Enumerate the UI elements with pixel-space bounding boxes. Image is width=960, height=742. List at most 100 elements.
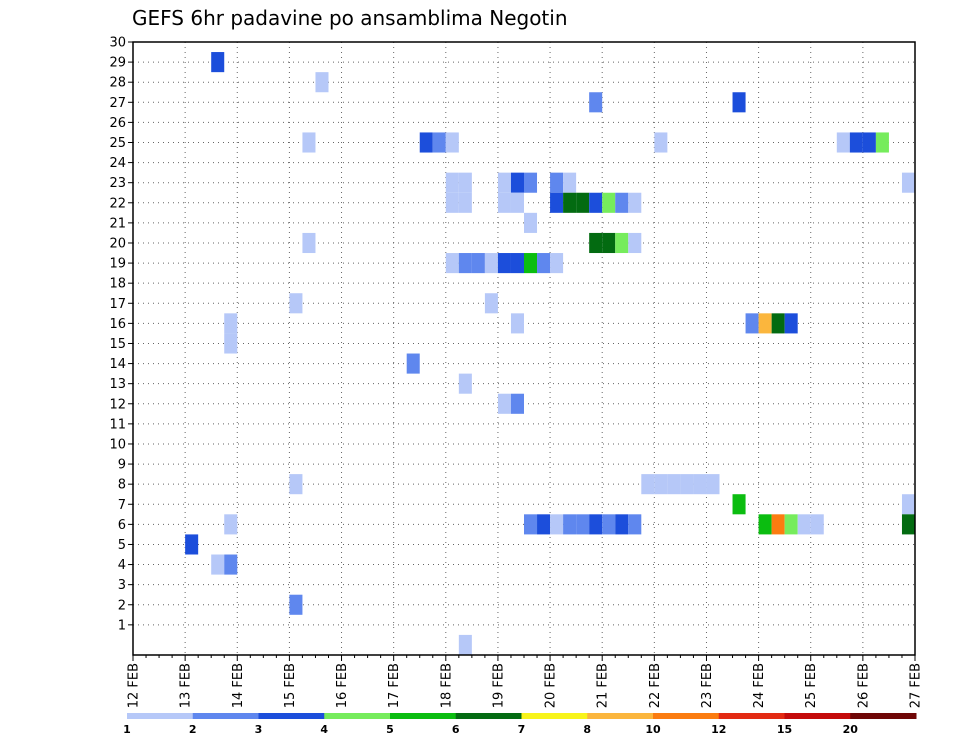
data-cell bbox=[497, 253, 511, 274]
data-cell bbox=[654, 474, 668, 495]
y-tick-label: 1 bbox=[118, 618, 126, 633]
colorbar-swatch bbox=[784, 713, 851, 719]
data-cell bbox=[445, 253, 459, 274]
colorbar-label: 5 bbox=[386, 723, 394, 736]
data-cell bbox=[458, 172, 472, 193]
data-cell bbox=[758, 313, 772, 334]
x-tick-label: 19 FEB bbox=[491, 663, 506, 708]
data-cell bbox=[901, 494, 915, 515]
x-tick-label: 13 FEB bbox=[179, 663, 194, 708]
data-cell bbox=[484, 293, 498, 314]
colorbar-label: 15 bbox=[777, 723, 792, 736]
colorbar-label: 7 bbox=[518, 723, 526, 736]
colorbar-legend: 1 2 3 4 5 6 7 8 10 12 15 20 bbox=[123, 713, 917, 736]
data-cell bbox=[615, 514, 629, 535]
data-cell bbox=[537, 253, 551, 274]
x-tick-label: 27 FEB bbox=[909, 663, 924, 708]
data-cell bbox=[641, 474, 655, 495]
y-tick-label: 4 bbox=[118, 558, 126, 573]
x-tick-label: 14 FEB bbox=[231, 663, 246, 708]
colorbar-swatch bbox=[521, 713, 588, 719]
y-tick-label: 8 bbox=[118, 478, 126, 493]
data-cell bbox=[510, 253, 524, 274]
data-cell bbox=[797, 514, 811, 535]
data-cell bbox=[224, 514, 238, 535]
colorbar-label: 3 bbox=[255, 723, 263, 736]
data-cell bbox=[784, 313, 798, 334]
data-cell bbox=[224, 554, 238, 575]
data-cell bbox=[602, 192, 616, 213]
y-tick-label: 18 bbox=[109, 277, 126, 292]
colorbar-label: 20 bbox=[843, 723, 859, 736]
x-tick-label: 23 FEB bbox=[700, 663, 715, 708]
colorbar-label: 8 bbox=[583, 723, 591, 736]
x-tick-label: 16 FEB bbox=[335, 663, 350, 708]
colorbar-swatch bbox=[127, 713, 194, 719]
x-tick-label: 21 FEB bbox=[596, 663, 611, 708]
data-cell bbox=[615, 192, 629, 213]
data-cell bbox=[706, 474, 720, 495]
y-tick-label: 30 bbox=[109, 36, 126, 51]
y-tick-label: 11 bbox=[109, 417, 126, 432]
colorbar-label: 4 bbox=[320, 723, 328, 736]
data-cell bbox=[628, 514, 642, 535]
data-cell bbox=[302, 232, 316, 254]
y-tick-label: 22 bbox=[109, 196, 126, 211]
data-cell bbox=[550, 514, 564, 535]
data-cell bbox=[901, 172, 915, 193]
data-cell bbox=[302, 132, 316, 153]
data-cell bbox=[875, 132, 889, 153]
y-tick-label: 13 bbox=[109, 377, 126, 392]
data-cell bbox=[589, 192, 603, 213]
y-tick-label: 23 bbox=[109, 176, 126, 191]
data-cell bbox=[654, 132, 668, 153]
data-cell bbox=[563, 514, 577, 535]
data-cell bbox=[589, 232, 603, 254]
data-cell bbox=[497, 192, 511, 213]
y-tick-label: 29 bbox=[109, 56, 126, 71]
data-cell bbox=[211, 52, 225, 73]
data-cell bbox=[589, 92, 603, 113]
data-cell bbox=[563, 192, 577, 213]
x-tick-label: 12 FEB bbox=[127, 663, 142, 708]
data-cell bbox=[406, 353, 420, 374]
plot-frame bbox=[132, 41, 916, 656]
y-tick-label: 26 bbox=[109, 116, 126, 131]
chart-title: GEFS 6hr padavine po ansamblima Negotin bbox=[132, 6, 568, 30]
colorbar-swatch bbox=[455, 713, 522, 719]
colorbar-label: 6 bbox=[452, 723, 460, 736]
y-tick-label: 7 bbox=[118, 498, 126, 513]
data-cell bbox=[680, 474, 694, 495]
colorbar-swatch bbox=[587, 713, 654, 719]
data-cell bbox=[537, 514, 551, 535]
y-tick-label: 12 bbox=[109, 397, 126, 412]
data-cell bbox=[458, 192, 472, 213]
data-cell bbox=[419, 132, 433, 153]
data-cell bbox=[615, 232, 629, 254]
data-cell bbox=[576, 514, 590, 535]
data-cell bbox=[550, 192, 564, 213]
data-cell bbox=[550, 172, 564, 193]
y-tick-label: 19 bbox=[109, 257, 126, 272]
y-tick-label: 27 bbox=[109, 96, 126, 111]
x-tick-label: 20 FEB bbox=[544, 663, 559, 708]
data-cell bbox=[576, 192, 590, 213]
y-tick-label: 3 bbox=[118, 578, 126, 593]
x-tick-label: 17 FEB bbox=[387, 663, 402, 708]
data-cell bbox=[289, 594, 303, 615]
colorbar-swatch bbox=[258, 713, 325, 719]
x-tick-label: 15 FEB bbox=[283, 663, 298, 708]
data-cell bbox=[497, 172, 511, 193]
data-cell bbox=[524, 253, 538, 274]
data-cell bbox=[510, 313, 524, 334]
data-cell bbox=[732, 92, 746, 113]
data-cell bbox=[510, 192, 524, 213]
y-tick-label: 25 bbox=[109, 136, 126, 151]
data-cell bbox=[784, 514, 798, 535]
data-cell bbox=[224, 333, 238, 354]
data-cell bbox=[224, 313, 238, 334]
colorbar-label: 12 bbox=[711, 723, 726, 736]
data-cell bbox=[589, 514, 603, 535]
data-cell bbox=[628, 232, 642, 254]
